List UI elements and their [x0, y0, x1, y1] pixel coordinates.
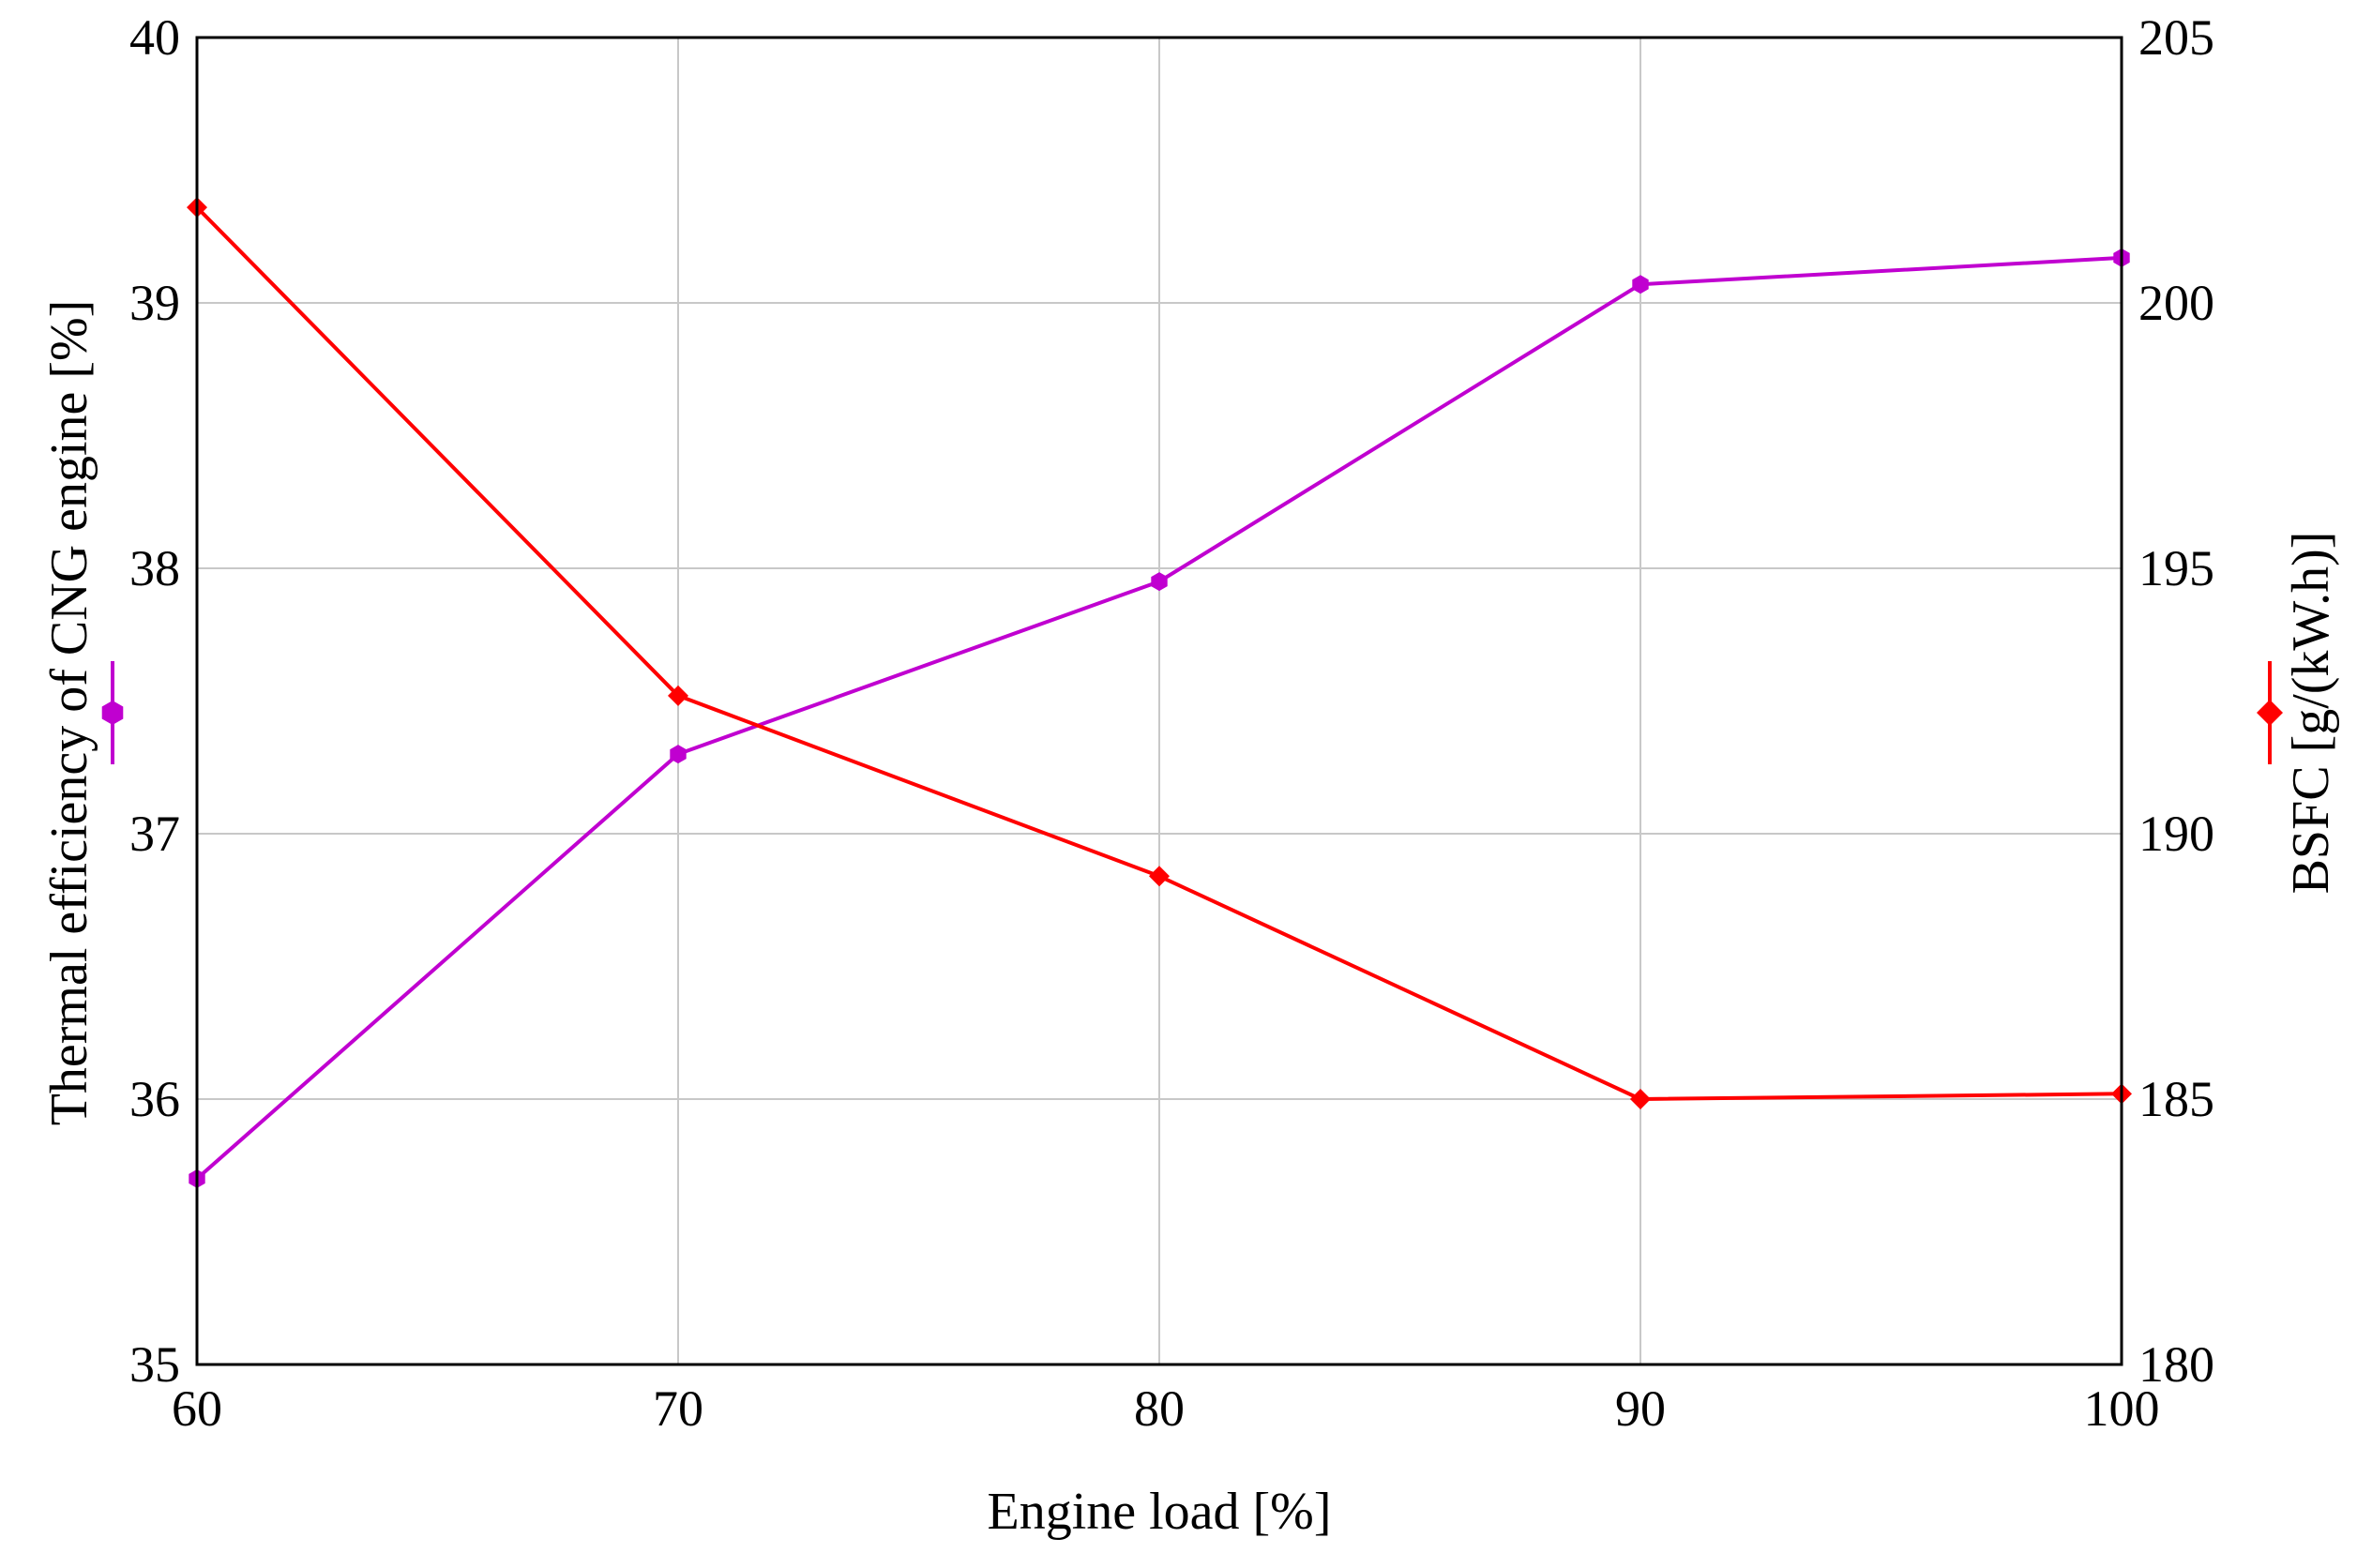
left-y-tick-label: 39	[129, 275, 180, 331]
data-point	[670, 745, 687, 764]
x-axis-title: Engine load [%]	[988, 1483, 1332, 1541]
left-y-tick-label: 40	[129, 9, 180, 66]
right-y-tick-label: 190	[2138, 806, 2214, 862]
plot-frame	[195, 36, 2123, 1366]
data-point	[668, 685, 688, 706]
left-y-tick-label: 38	[129, 540, 180, 596]
data-point	[1632, 275, 1649, 294]
x-tick-label: 80	[1134, 1380, 1185, 1437]
right-y-tick-label: 195	[2138, 540, 2214, 596]
data-point	[1149, 866, 1170, 887]
x-tick-label: 100	[2084, 1380, 2160, 1437]
right-y-tick-label: 200	[2138, 275, 2214, 331]
right-y-axis-title: BSFC [g/(kW.h)]	[2282, 532, 2340, 895]
x-tick-label: 90	[1615, 1380, 1666, 1437]
left-y-axis-title: Thermal efficiency of CNG engine [%]	[40, 300, 98, 1126]
right-y-tick-label: 180	[2138, 1336, 2214, 1393]
legend-marker	[2257, 700, 2283, 726]
left-legend-symbol	[101, 661, 124, 764]
x-tick-label: 60	[172, 1380, 222, 1437]
right-y-tick-label: 205	[2138, 9, 2214, 66]
series-1	[189, 248, 2130, 1188]
left-y-tick-label: 37	[129, 806, 180, 862]
data-point	[1630, 1089, 1651, 1109]
data-point	[1151, 572, 1168, 592]
legend-marker	[101, 701, 124, 725]
x-tick-label: 70	[653, 1380, 703, 1437]
grid	[197, 38, 2122, 1364]
tick-labels: 60 70 80 90 100 35 36 37 38 39 40 180 185 190 195 200 20…	[129, 9, 2214, 1437]
right-y-tick-label: 185	[2138, 1071, 2214, 1127]
left-y-tick-label: 36	[129, 1071, 180, 1127]
right-legend-symbol	[2257, 661, 2283, 764]
left-y-tick-label: 35	[129, 1336, 180, 1393]
